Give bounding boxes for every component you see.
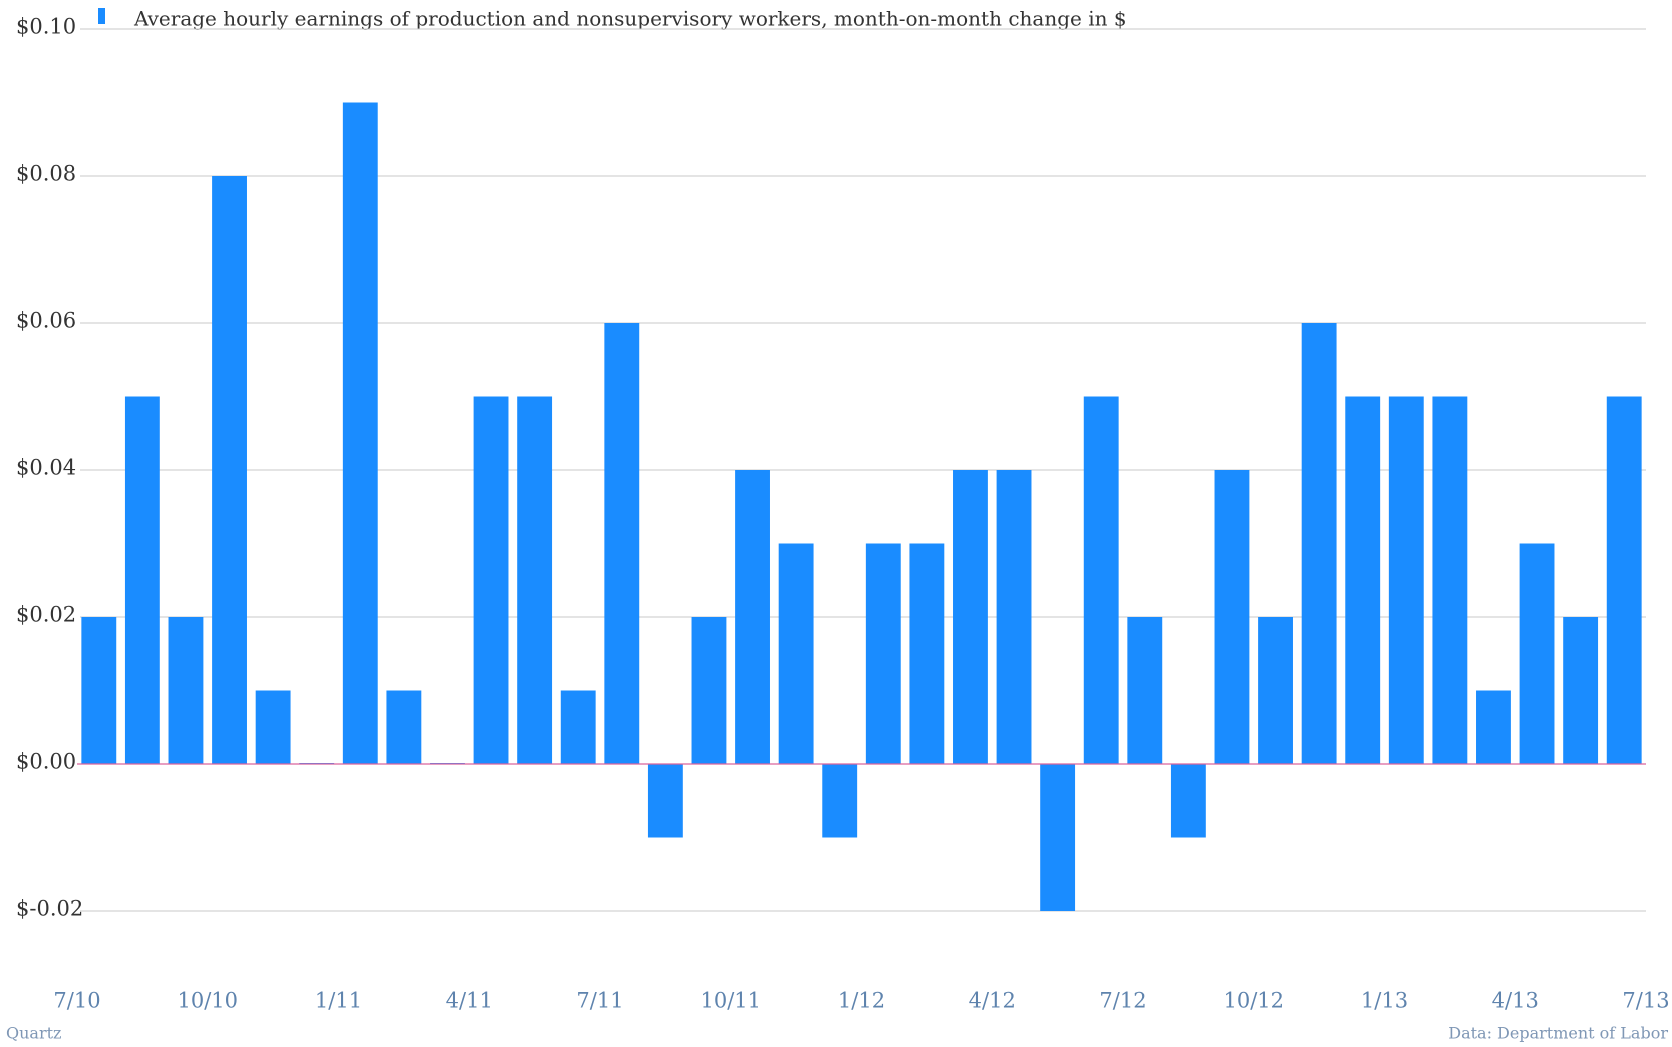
bar xyxy=(1040,764,1076,911)
bar xyxy=(255,690,291,764)
bar xyxy=(1301,323,1337,764)
bar xyxy=(1388,396,1424,764)
bar xyxy=(1519,543,1555,764)
bar xyxy=(996,470,1032,764)
bar xyxy=(124,396,160,764)
bar xyxy=(604,323,640,764)
y-tick-label: $0.08 xyxy=(16,162,76,186)
bar xyxy=(1345,396,1381,764)
bar xyxy=(473,396,509,764)
x-tick-label: 10/12 xyxy=(1223,989,1284,1013)
bar xyxy=(691,617,727,764)
bar xyxy=(212,176,247,764)
source: Data: Department of Labor xyxy=(1448,1024,1668,1043)
x-tick-label: 10/11 xyxy=(700,989,761,1013)
bar xyxy=(1606,396,1642,764)
bar xyxy=(1083,396,1119,764)
bar xyxy=(1258,617,1293,764)
y-tick-label: $0.04 xyxy=(16,456,76,480)
bar xyxy=(953,470,988,764)
x-tick-label: 1/13 xyxy=(1361,989,1408,1013)
x-tick-label: 7/12 xyxy=(1099,989,1146,1013)
y-tick-label: $-0.02 xyxy=(16,897,83,921)
bar xyxy=(81,617,117,764)
bar xyxy=(1563,617,1599,764)
x-tick-label: 7/13 xyxy=(1622,989,1669,1013)
bar xyxy=(1432,396,1468,764)
y-tick-label: $0.10 xyxy=(16,15,76,39)
x-tick-label: 7/11 xyxy=(576,989,623,1013)
bar xyxy=(735,470,770,764)
bar xyxy=(909,543,945,764)
bar xyxy=(865,543,901,764)
y-tick-label: $0.06 xyxy=(16,309,76,333)
bar xyxy=(1170,764,1206,838)
bar xyxy=(342,102,378,764)
bar xyxy=(1214,470,1250,764)
x-tick-label: 4/11 xyxy=(446,989,493,1013)
x-tick-label: 10/10 xyxy=(177,989,238,1013)
bar xyxy=(822,764,858,838)
bar xyxy=(560,690,596,764)
bar xyxy=(1127,617,1163,764)
x-tick-label: 4/12 xyxy=(969,989,1016,1013)
legend-swatch xyxy=(98,8,105,24)
x-tick-label: 4/13 xyxy=(1492,989,1539,1013)
x-tick-label: 7/10 xyxy=(53,989,100,1013)
y-tick-label: $0.00 xyxy=(16,750,76,774)
bar xyxy=(386,690,422,764)
credit: Quartz xyxy=(6,1024,61,1043)
bar xyxy=(778,543,814,764)
bar xyxy=(517,396,553,764)
x-tick-label: 1/11 xyxy=(315,989,362,1013)
bar xyxy=(168,617,204,764)
x-tick-label: 1/12 xyxy=(838,989,885,1013)
legend-label: Average hourly earnings of production an… xyxy=(133,7,1127,31)
bar xyxy=(1476,690,1511,764)
y-tick-label: $0.02 xyxy=(16,603,76,627)
bar xyxy=(647,764,683,838)
